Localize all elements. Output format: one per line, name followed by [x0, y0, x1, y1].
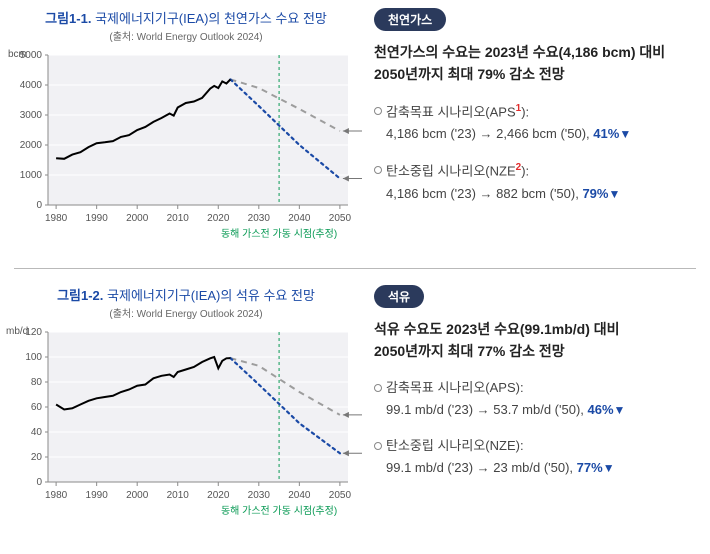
gas-chart-title-row: 그림1-1. 국제에너지기구(IEA)의 천연가스 수요 전망 — [6, 8, 366, 27]
oil-summary-l2: 2050년까지 최대 77% 감소 전망 — [374, 343, 565, 359]
svg-text:2010: 2010 — [167, 213, 190, 224]
svg-text:2030: 2030 — [248, 490, 271, 501]
svg-text:2000: 2000 — [126, 490, 149, 501]
section-divider — [14, 268, 696, 269]
svg-text:20: 20 — [31, 452, 43, 463]
svg-text:0: 0 — [36, 477, 42, 488]
gas-section: 그림1-1. 국제에너지기구(IEA)의 천연가스 수요 전망 (출처: Wor… — [0, 0, 710, 260]
gas-bullet2-body: 4,186 bcm ('23) → 882 bcm ('50), — [386, 186, 582, 201]
oil-bullet-nze: 탄소중립 시나리오(NZE): 99.1 mb/d ('23) → 23 mb/… — [374, 435, 700, 479]
gas-info-col: 천연가스 천연가스의 수요는 2023년 수요(4,186 bcm) 대비 20… — [366, 8, 700, 256]
gas-source: (출처: World Energy Outlook 2024) — [6, 28, 366, 43]
gas-bullet2-tail: ): — [521, 164, 529, 179]
oil-section: 그림1-2. 국제에너지기구(IEA)의 석유 수요 전망 (출처: World… — [0, 277, 710, 537]
gas-summary-l1: 천연가스의 수요는 2023년 수요(4,186 bcm) 대비 — [374, 44, 665, 60]
oil-summary: 석유 수요도 2023년 수요(99.1mb/d) 대비 2050년까지 최대 … — [374, 318, 700, 363]
gas-bullet2-title: 탄소중립 시나리오(NZE — [386, 164, 516, 179]
oil-title-main: 국제에너지기구(IEA)의 석유 수요 전망 — [107, 288, 315, 303]
oil-chart-svg: 0204060801001201980199020002010202020302… — [6, 320, 366, 530]
gas-bullet-aps: 감축목표 시나리오(APS1): 4,186 bcm ('23) → 2,466… — [374, 100, 700, 146]
gas-bullet2-pct: 79% — [582, 186, 608, 201]
gas-vline-label: 동해 가스전 가동 시점(추정) — [209, 225, 349, 240]
oil-source: (출처: World Energy Outlook 2024) — [6, 305, 366, 320]
oil-title-prefix: 그림1-2. — [57, 288, 103, 303]
gas-badge: 천연가스 — [374, 8, 446, 31]
gas-chart-col: 그림1-1. 국제에너지기구(IEA)의 천연가스 수요 전망 (출처: Wor… — [6, 8, 366, 256]
svg-text:2000: 2000 — [20, 140, 43, 151]
svg-text:1000: 1000 — [20, 170, 43, 181]
gas-bullet-nze: 탄소중립 시나리오(NZE2): 4,186 bcm ('23) → 882 b… — [374, 159, 700, 205]
oil-summary-l1: 석유 수요도 2023년 수요(99.1mb/d) 대비 — [374, 321, 620, 337]
svg-text:1990: 1990 — [86, 490, 109, 501]
svg-text:2050: 2050 — [329, 213, 352, 224]
svg-text:1990: 1990 — [86, 213, 109, 224]
svg-text:2050: 2050 — [329, 490, 352, 501]
oil-bullet2-pct: 77% — [577, 460, 603, 475]
oil-bullet1-title: 감축목표 시나리오(APS): — [386, 380, 524, 395]
oil-info-col: 석유 석유 수요도 2023년 수요(99.1mb/d) 대비 2050년까지 … — [366, 285, 700, 533]
svg-text:2020: 2020 — [207, 213, 230, 224]
svg-text:1980: 1980 — [45, 213, 68, 224]
svg-text:2000: 2000 — [126, 213, 149, 224]
svg-text:60: 60 — [31, 402, 43, 413]
oil-plot-wrap: mb/d 02040608010012019801990200020102020… — [6, 320, 366, 533]
gas-summary: 천연가스의 수요는 2023년 수요(4,186 bcm) 대비 2050년까지… — [374, 41, 700, 86]
oil-bullets: 감축목표 시나리오(APS): 99.1 mb/d ('23) → 53.7 m… — [374, 377, 700, 479]
gas-chart-svg: 0100020003000400050001980199020002010202… — [6, 43, 366, 253]
gas-bullet1-pct: 41% — [593, 126, 619, 141]
gas-unit: bcm — [8, 49, 27, 60]
down-triangle-icon: ▼ — [603, 461, 615, 475]
gas-title-main: 국제에너지기구(IEA)의 천연가스 수요 전망 — [95, 11, 327, 26]
svg-text:2010: 2010 — [167, 490, 190, 501]
oil-vline-label: 동해 가스전 가동 시점(추정) — [209, 502, 349, 517]
svg-text:1980: 1980 — [45, 490, 68, 501]
oil-chart-title-row: 그림1-2. 국제에너지기구(IEA)의 석유 수요 전망 — [6, 285, 366, 304]
svg-text:100: 100 — [25, 352, 42, 363]
svg-text:2040: 2040 — [288, 490, 311, 501]
svg-text:3000: 3000 — [20, 110, 43, 121]
svg-text:0: 0 — [36, 200, 42, 211]
gas-title-prefix: 그림1-1. — [45, 11, 91, 26]
gas-summary-l2: 2050년까지 최대 79% 감소 전망 — [374, 66, 565, 82]
svg-text:2030: 2030 — [248, 213, 271, 224]
svg-text:40: 40 — [31, 427, 43, 438]
down-triangle-icon: ▼ — [608, 187, 620, 201]
svg-text:4000: 4000 — [20, 80, 43, 91]
oil-bullet-aps: 감축목표 시나리오(APS): 99.1 mb/d ('23) → 53.7 m… — [374, 377, 700, 421]
oil-bullet1-pct: 46% — [588, 402, 614, 417]
svg-text:2040: 2040 — [288, 213, 311, 224]
oil-chart-col: 그림1-2. 국제에너지기구(IEA)의 석유 수요 전망 (출처: World… — [6, 285, 366, 533]
oil-bullet1-body: 99.1 mb/d ('23) → 53.7 mb/d ('50), — [386, 402, 588, 417]
gas-plot-wrap: bcm 010002000300040005000198019902000201… — [6, 43, 366, 256]
down-triangle-icon: ▼ — [614, 403, 626, 417]
svg-text:2020: 2020 — [207, 490, 230, 501]
gas-bullet1-body: 4,186 bcm ('23) → 2,466 bcm ('50), — [386, 126, 593, 141]
oil-bullet2-body: 99.1 mb/d ('23) → 23 mb/d ('50), — [386, 460, 577, 475]
oil-unit: mb/d — [6, 326, 28, 337]
gas-bullets: 감축목표 시나리오(APS1): 4,186 bcm ('23) → 2,466… — [374, 100, 700, 205]
svg-text:80: 80 — [31, 377, 43, 388]
gas-bullet1-tail: ): — [521, 104, 529, 119]
down-triangle-icon: ▼ — [619, 127, 631, 141]
gas-bullet1-title: 감축목표 시나리오(APS — [386, 104, 516, 119]
oil-badge: 석유 — [374, 285, 424, 308]
oil-bullet2-title: 탄소중립 시나리오(NZE): — [386, 438, 524, 453]
